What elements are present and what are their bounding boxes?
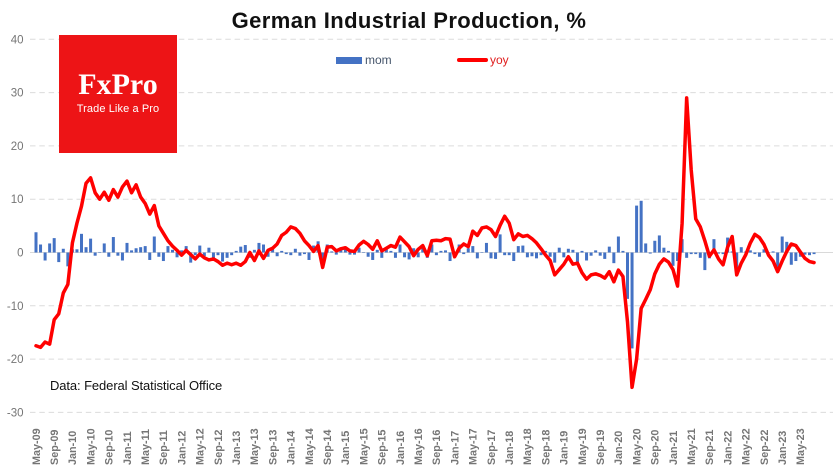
svg-text:Jan-12: Jan-12	[176, 431, 188, 465]
chart-title: German Industrial Production, %	[231, 8, 587, 33]
svg-text:May-18: May-18	[522, 428, 534, 465]
svg-text:Sep-18: Sep-18	[540, 430, 552, 465]
svg-text:Jan-14: Jan-14	[286, 431, 298, 465]
svg-text:May-20: May-20	[631, 428, 643, 465]
svg-text:Jan-20: Jan-20	[613, 431, 625, 465]
svg-text:May-19: May-19	[577, 428, 589, 465]
svg-text:May-09: May-09	[31, 428, 43, 465]
svg-text:-10: -10	[7, 301, 24, 313]
svg-text:Jan-11: Jan-11	[122, 431, 134, 465]
svg-text:10: 10	[11, 194, 24, 206]
svg-text:May-13: May-13	[249, 428, 261, 465]
svg-text:Jan-21: Jan-21	[668, 431, 680, 465]
legend-item-yoy: yoy	[457, 53, 509, 67]
yoy-line-swatch-icon	[457, 58, 488, 62]
yoy-line	[34, 96, 816, 390]
svg-text:-20: -20	[7, 354, 24, 366]
svg-text:Jan-15: Jan-15	[340, 431, 352, 465]
svg-text:0: 0	[17, 248, 23, 260]
svg-text:Jan-13: Jan-13	[231, 431, 243, 465]
svg-text:Jan-22: Jan-22	[722, 431, 734, 465]
logo-wordmark: FxPro	[78, 68, 158, 101]
svg-text:May-23: May-23	[795, 428, 807, 465]
svg-text:Sep-16: Sep-16	[431, 430, 443, 465]
x-axis-labels: May-09 Sep-09 Jan-10 May-10 Sep-10 Jan-11 May-…	[31, 428, 807, 465]
legend-label-yoy: yoy	[490, 53, 509, 67]
svg-text:May-15: May-15	[358, 428, 370, 465]
svg-text:May-21: May-21	[686, 428, 698, 465]
svg-text:Sep-19: Sep-19	[595, 430, 607, 465]
svg-text:Sep-14: Sep-14	[322, 430, 334, 465]
source-note: Data: Federal Statistical Office	[50, 378, 223, 393]
svg-text:May-16: May-16	[413, 428, 425, 465]
svg-text:May-12: May-12	[195, 428, 207, 465]
svg-text:Jan-16: Jan-16	[395, 431, 407, 465]
svg-text:40: 40	[11, 34, 24, 46]
legend-label-mom: mom	[365, 53, 392, 67]
fxpro-logo: FxPro Trade Like a Pro	[59, 35, 177, 153]
svg-text:Jan-17: Jan-17	[449, 431, 461, 465]
svg-text:Sep-10: Sep-10	[104, 430, 116, 465]
legend-item-mom: mom	[336, 53, 392, 67]
svg-text:May-17: May-17	[468, 428, 480, 465]
svg-text:30: 30	[11, 88, 24, 100]
svg-text:Jan-19: Jan-19	[559, 431, 571, 465]
mom-bars	[34, 200, 816, 349]
svg-text:Sep-09: Sep-09	[49, 430, 61, 465]
svg-text:May-14: May-14	[304, 428, 316, 465]
svg-text:-30: -30	[7, 407, 24, 419]
y-axis-labels: -30 -20 -10 0 10 20 30 40	[7, 34, 24, 419]
svg-text:May-10: May-10	[85, 428, 97, 465]
svg-text:Sep-11: Sep-11	[158, 430, 170, 465]
svg-text:Sep-15: Sep-15	[377, 430, 389, 465]
svg-text:Jan-18: Jan-18	[504, 431, 516, 465]
svg-text:May-22: May-22	[741, 428, 753, 465]
svg-text:Jan-10: Jan-10	[67, 431, 79, 465]
svg-text:Sep-20: Sep-20	[650, 430, 662, 465]
svg-text:Sep-12: Sep-12	[213, 430, 225, 465]
svg-text:20: 20	[11, 141, 24, 153]
svg-text:Sep-22: Sep-22	[759, 430, 771, 465]
svg-text:Sep-13: Sep-13	[267, 430, 279, 465]
svg-text:May-11: May-11	[140, 429, 152, 465]
svg-text:Jan-23: Jan-23	[777, 431, 789, 465]
mom-bar-swatch-icon	[336, 56, 362, 64]
svg-text:Sep-17: Sep-17	[486, 430, 498, 465]
logo-tagline: Trade Like a Pro	[76, 103, 160, 115]
svg-text:Sep-21: Sep-21	[704, 430, 716, 465]
